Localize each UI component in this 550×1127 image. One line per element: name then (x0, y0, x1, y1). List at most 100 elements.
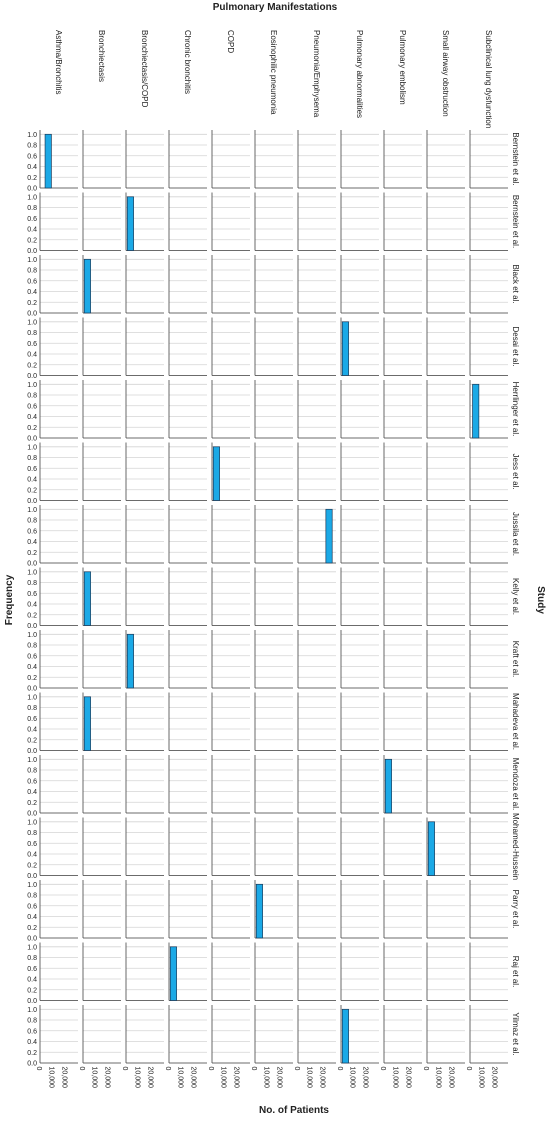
column-label: Chronic bronchitis (183, 30, 192, 94)
y-tick-label: 1.0 (27, 132, 37, 139)
y-tick-label: 0.2 (27, 1050, 37, 1057)
bar (44, 133, 52, 189)
y-tick-label: 0.8 (27, 830, 37, 837)
y-tick-label: 1.0 (27, 1007, 37, 1014)
row-label: Desai et al. (511, 326, 520, 366)
x-tick-label: 10,000 (220, 1067, 227, 1089)
row-label: Bernstein et al. (511, 132, 520, 185)
y-tick-label: 0.4 (27, 602, 37, 609)
x-tick-label: 10,000 (478, 1067, 485, 1089)
x-tick-label: 0 (207, 1067, 214, 1071)
y-tick-label: 0.0 (27, 561, 37, 568)
y-tick-label: 0.6 (27, 216, 37, 223)
y-tick-label: 0.0 (27, 373, 37, 380)
y-tick-label: 1.0 (27, 632, 37, 639)
y-tick-label: 0.4 (27, 789, 37, 796)
y-tick-label: 0.6 (27, 153, 37, 160)
x-tick-label: 10,000 (48, 1067, 55, 1089)
row-label: Kelly et al. (511, 578, 520, 615)
x-tick-label: 20,000 (146, 1067, 153, 1089)
y-tick-label: 0.6 (27, 716, 37, 723)
y-tick-label: 0.2 (27, 800, 37, 807)
y-tick-label: 0.4 (27, 414, 37, 421)
row-title: Study (535, 586, 546, 614)
y-tick-label: 1.0 (27, 569, 37, 576)
column-label: Eosinophilic pneumonia (269, 30, 278, 115)
row-label: Bernstein et al. (511, 195, 520, 248)
y-tick-label: 0.6 (27, 466, 37, 473)
x-tick-label: 0 (336, 1067, 343, 1071)
y-tick-label: 0.2 (27, 925, 37, 932)
y-tick-label: 0.2 (27, 737, 37, 744)
bar (83, 696, 91, 751)
x-tick-label: 20,000 (275, 1067, 282, 1089)
y-tick-label: 0.2 (27, 237, 37, 244)
y-tick-label: 0.0 (27, 248, 37, 255)
x-axis-label: No. of Patients (259, 1105, 329, 1116)
bar (384, 758, 392, 814)
y-tick-label: 0.4 (27, 227, 37, 234)
column-label: Subclinical lung dysfunction (484, 30, 493, 128)
y-tick-label: 0.8 (27, 455, 37, 462)
y-tick-label: 0.6 (27, 403, 37, 410)
y-tick-label: 0.4 (27, 852, 37, 859)
column-label: Pneumonia/Emphysema (312, 30, 321, 118)
y-tick-label: 0.2 (27, 487, 37, 494)
y-tick-label: 0.4 (27, 164, 37, 171)
row-label: Yilmaz et al. (511, 1012, 520, 1055)
x-tick-label: 0 (35, 1067, 42, 1071)
x-tick-label: 10,000 (177, 1067, 184, 1089)
y-tick-label: 0.8 (27, 143, 37, 150)
bar (325, 508, 333, 564)
y-tick-label: 0.2 (27, 425, 37, 432)
y-tick-label: 0.0 (27, 623, 37, 630)
x-tick-label: 0 (78, 1067, 85, 1071)
row-label: Raj et al. (511, 956, 520, 988)
column-label: Bronchiectasis (97, 30, 106, 82)
y-tick-label: 1.0 (27, 694, 37, 701)
bar (341, 321, 349, 376)
y-tick-label: 1.0 (27, 194, 37, 201)
y-tick-label: 0.4 (27, 352, 37, 359)
x-tick-label: 20,000 (318, 1067, 325, 1089)
y-tick-label: 0.6 (27, 653, 37, 660)
y-tick-label: 1.0 (27, 507, 37, 514)
y-tick-label: 1.0 (27, 944, 37, 951)
y-tick-label: 0.6 (27, 903, 37, 910)
x-tick-label: 10,000 (306, 1067, 313, 1089)
column-label: Bronchiectasis/COPD (140, 30, 149, 108)
y-tick-label: 0.2 (27, 300, 37, 307)
y-tick-label: 0.8 (27, 580, 37, 587)
y-tick-label: 0.0 (27, 436, 37, 443)
y-tick-label: 0.6 (27, 591, 37, 598)
y-tick-label: 1.0 (27, 319, 37, 326)
column-label: Pulmonary embolism (398, 30, 407, 105)
row-label: Herrlinger et al. (511, 382, 520, 437)
y-tick-label: 0.2 (27, 175, 37, 182)
bar (472, 383, 480, 439)
y-tick-label: 0.4 (27, 477, 37, 484)
bar (83, 571, 91, 626)
x-tick-label: 10,000 (435, 1067, 442, 1089)
y-tick-label: 0.6 (27, 278, 37, 285)
row-label: Mahadeva et al. (511, 693, 520, 750)
column-label: Small airway obstruction (441, 30, 450, 117)
x-tick-label: 20,000 (189, 1067, 196, 1089)
x-tick-label: 20,000 (490, 1067, 497, 1089)
chart-title: Pulmonary Manifestations (213, 2, 338, 13)
y-tick-label: 0.6 (27, 841, 37, 848)
y-tick-label: 0.4 (27, 727, 37, 734)
y-tick-label: 0.2 (27, 675, 37, 682)
bar (83, 258, 91, 314)
row-label: Jess et al. (511, 453, 520, 489)
x-tick-label: 20,000 (404, 1067, 411, 1089)
y-tick-label: 0.8 (27, 393, 37, 400)
x-tick-label: 0 (422, 1067, 429, 1071)
x-tick-label: 10,000 (134, 1067, 141, 1089)
x-tick-label: 20,000 (447, 1067, 454, 1089)
y-tick-label: 0.0 (27, 186, 37, 193)
row-label: Mohamed-Hussein (511, 813, 520, 880)
column-label: Pulmonary abnormalities (355, 30, 364, 118)
y-tick-label: 0.8 (27, 643, 37, 650)
y-tick-label: 0.4 (27, 539, 37, 546)
